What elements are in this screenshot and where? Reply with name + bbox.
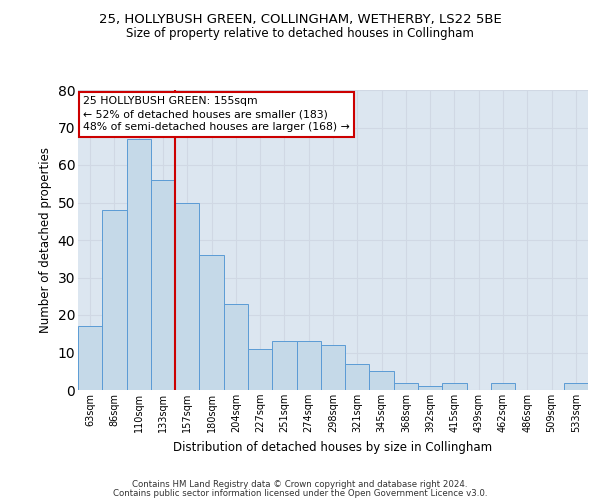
Bar: [224, 304, 248, 390]
Bar: [78, 326, 102, 390]
Bar: [370, 371, 394, 390]
Bar: [418, 386, 442, 390]
Text: Contains HM Land Registry data © Crown copyright and database right 2024.: Contains HM Land Registry data © Crown c…: [132, 480, 468, 489]
Bar: [102, 210, 127, 390]
Bar: [564, 382, 588, 390]
Bar: [442, 382, 467, 390]
X-axis label: Distribution of detached houses by size in Collingham: Distribution of detached houses by size …: [173, 440, 493, 454]
Bar: [345, 364, 370, 390]
Bar: [175, 202, 199, 390]
Bar: [151, 180, 175, 390]
Text: 25, HOLLYBUSH GREEN, COLLINGHAM, WETHERBY, LS22 5BE: 25, HOLLYBUSH GREEN, COLLINGHAM, WETHERB…: [98, 12, 502, 26]
Bar: [248, 349, 272, 390]
Bar: [394, 382, 418, 390]
Bar: [127, 138, 151, 390]
Y-axis label: Number of detached properties: Number of detached properties: [39, 147, 52, 333]
Bar: [491, 382, 515, 390]
Text: Size of property relative to detached houses in Collingham: Size of property relative to detached ho…: [126, 28, 474, 40]
Bar: [199, 255, 224, 390]
Text: Contains public sector information licensed under the Open Government Licence v3: Contains public sector information licen…: [113, 489, 487, 498]
Text: 25 HOLLYBUSH GREEN: 155sqm
← 52% of detached houses are smaller (183)
48% of sem: 25 HOLLYBUSH GREEN: 155sqm ← 52% of deta…: [83, 96, 350, 132]
Bar: [296, 341, 321, 390]
Bar: [321, 345, 345, 390]
Bar: [272, 341, 296, 390]
